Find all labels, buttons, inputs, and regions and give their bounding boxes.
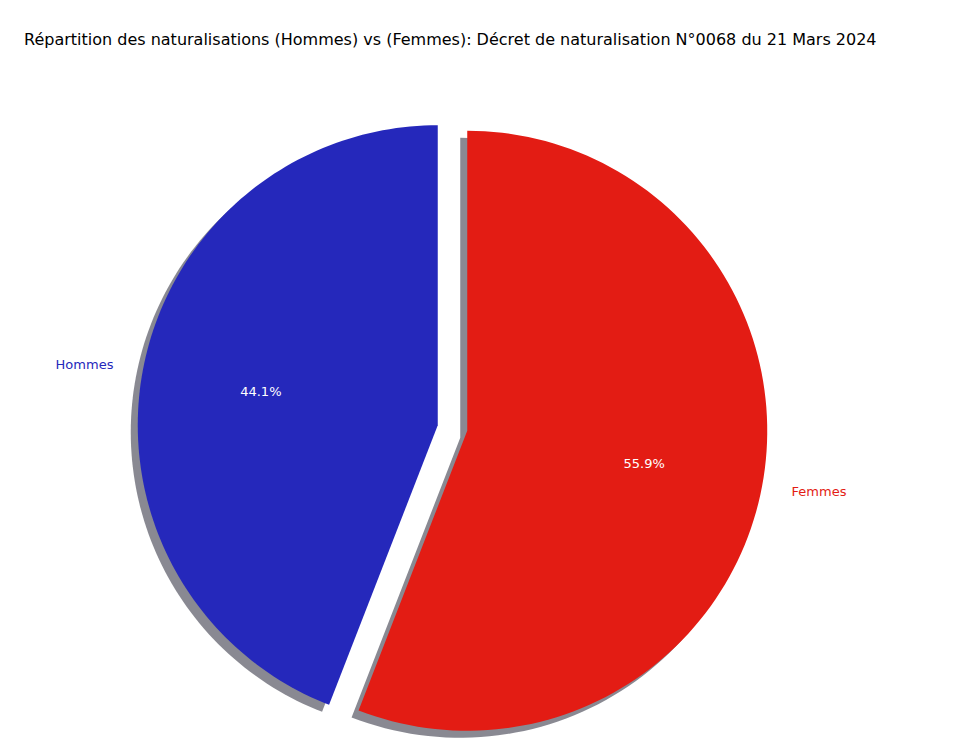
html-text:Répartition des naturalisation: Répartition des naturalisations (Hommes)… (24, 30, 877, 49)
svg-text:Hommes: Hommes (56, 357, 114, 372)
svg-text:Femmes: Femmes (792, 484, 847, 499)
svg-text:44.1%: 44.1% (240, 384, 281, 399)
svg-text:55.9%: 55.9% (624, 456, 665, 471)
